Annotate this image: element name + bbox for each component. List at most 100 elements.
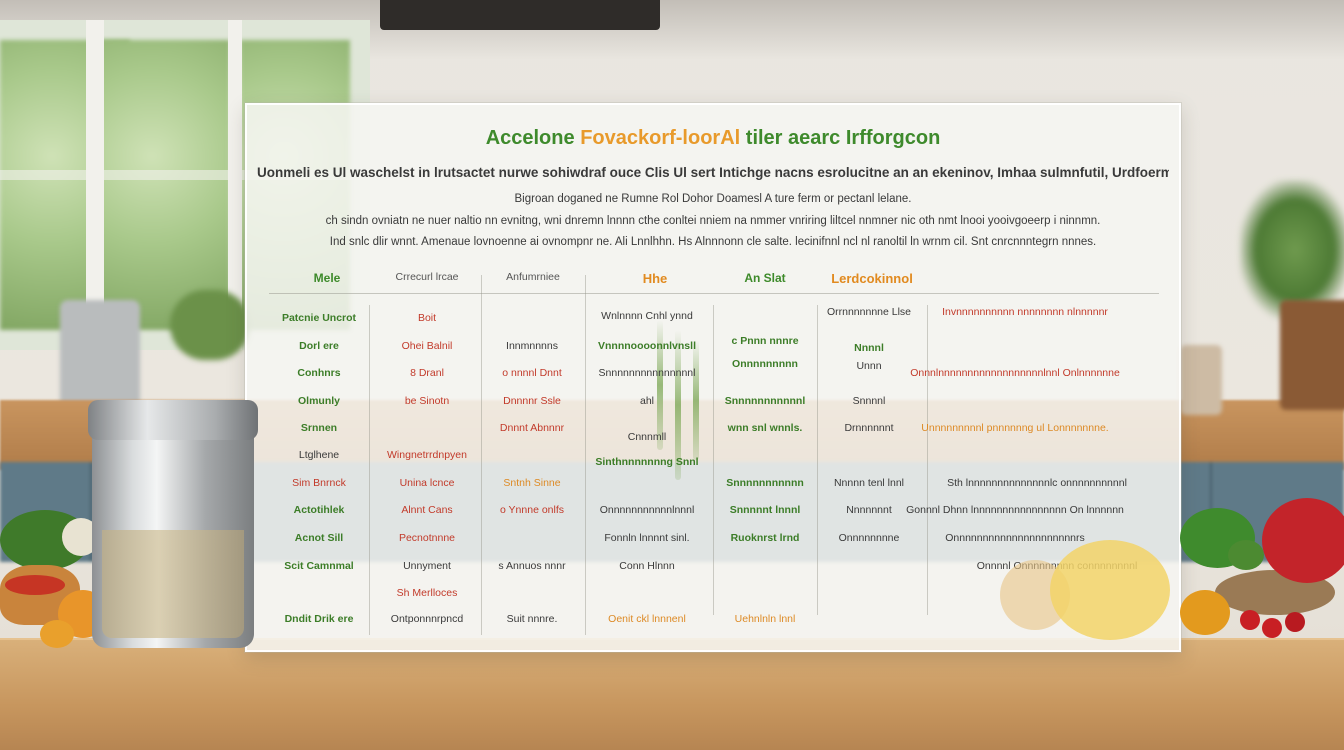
table-cell: Unina lcnce <box>399 477 455 489</box>
table-cell: Gonnnl Dhnn lnnnnnnnnnnnnnnnn On lnnnnnn <box>906 504 1124 516</box>
title-part: Accelone <box>485 127 575 149</box>
herb-stem <box>675 330 681 480</box>
table-cell: Snnnnnnnnnnn <box>726 477 804 489</box>
column-header: Mele <box>313 271 341 285</box>
table-cell: Unnyment <box>403 560 451 572</box>
column-divider <box>817 305 818 615</box>
table-cell: Ohei Balnil <box>401 340 453 352</box>
table-cell: Sntnh Sinne <box>503 477 561 489</box>
faucet <box>60 300 140 410</box>
table-cell: Sinthnnnnnnng Snnl <box>595 456 699 468</box>
table-cell: Sim Bnrnck <box>292 477 346 489</box>
window-frame <box>0 170 370 180</box>
table-cell: Oenit ckl lnnnenl <box>608 613 686 625</box>
table-cell: Snnnnnnnnnnnnnnnl <box>598 367 696 379</box>
table-cell: Dnnnnr Ssle <box>503 395 561 407</box>
plant-pot <box>1280 300 1344 410</box>
table-cell: Srnnen <box>300 422 338 434</box>
intro-line: Bigroan doganed ne Rumne Rol Dohor Doame… <box>514 193 912 205</box>
table-cell: Acnot Sill <box>294 532 344 544</box>
table-cell: Onnnnnnnnn <box>732 358 798 370</box>
table-cell: Wnlnnnn Cnhl ynnd <box>601 310 693 322</box>
table-cell: ahl <box>639 395 655 407</box>
cherry-tomato <box>1262 618 1282 638</box>
window-pane <box>100 40 230 330</box>
table-cell: Innmnnnns <box>506 340 558 352</box>
table-cell: wnn snl wnnls. <box>727 422 803 434</box>
intro-line: ch sindn ovniatn ne nuer naltio nn evnit… <box>325 215 1101 227</box>
potted-plant <box>1240 180 1344 320</box>
column-divider <box>369 305 370 635</box>
column-header: An Slat <box>744 271 786 285</box>
table-cell: Onnnnnnnnnnnlnnnl <box>599 504 695 516</box>
table-cell: Alnnt Cans <box>401 504 453 516</box>
title-part: tiler aearc Irfforgcon <box>745 127 941 149</box>
table-cell: Snnnnl <box>852 395 886 407</box>
red-pepper <box>1262 498 1344 583</box>
window-frame <box>228 20 242 350</box>
column-header: Crrecurl lrcae <box>395 271 459 283</box>
table-cell: o nnnnl Dnnt <box>502 367 562 379</box>
metal-canister <box>88 400 258 648</box>
canister-contents <box>102 530 244 638</box>
potted-plant <box>170 290 250 360</box>
table-cell: be Sinotn <box>404 395 450 407</box>
broccoli <box>1228 540 1264 570</box>
table-divider <box>269 293 1159 294</box>
table-cell: Sth lnnnnnnnnnnnnnnlc onnnnnnnnnnl <box>947 477 1127 489</box>
table-cell: Onnnnnnnnnnnnnnnnnnnnnrs <box>945 532 1085 544</box>
table-cell: Onnnnnnnne <box>838 532 900 544</box>
table-cell: Olmunly <box>297 395 341 407</box>
canister-lid <box>88 400 258 440</box>
table-cell: Dnnnt Abnnnr <box>499 422 565 434</box>
table-cell: Uehnlnln lnnl <box>734 613 796 625</box>
table-cell: Pecnotnnne <box>398 532 456 544</box>
table-cell: Patcnie Uncrot <box>281 312 357 324</box>
table-cell: Ltglhene <box>298 449 340 461</box>
column-header: Lerdcokinnol <box>831 271 913 286</box>
table-cell: Sh Merlloces <box>396 587 458 599</box>
range-hood <box>380 0 660 30</box>
cherry-tomato <box>1285 612 1305 632</box>
table-cell: Nnnnl <box>854 342 884 354</box>
table-cell: Onnnlnnnnnnnnnnnnnnnnnnlnnl Onlnnnnnne <box>910 367 1120 379</box>
table-cell: Conn Hlnnn <box>619 560 675 572</box>
table-cell: Snnnnnt lnnnl <box>729 504 801 516</box>
table-cell: Unnnnnnnnnl pnnnnnng ul Lonnnnnnne. <box>921 422 1109 434</box>
table-cell: Suit nnnre. <box>506 613 558 625</box>
wooden-table <box>0 640 1344 750</box>
table-cell: Dorl ere <box>299 340 339 352</box>
table-cell: Actotihlek <box>293 504 345 516</box>
pasta-bowl <box>1050 540 1170 640</box>
table-cell: Boit <box>417 312 437 324</box>
table-cell: Fonnln lnnnnt sinl. <box>604 532 690 544</box>
table-cell: Conhnrs <box>297 367 341 379</box>
table-cell: Scit Camnmal <box>284 560 354 572</box>
table-cell: Vnnnnoooonnlvnsll <box>598 340 696 352</box>
table-cell: c Pnnn nnnre <box>731 335 799 347</box>
column-header: Anfumrniee <box>506 271 560 283</box>
table-cell: Wingnetrrdnpyen <box>387 449 467 461</box>
yellow-pepper <box>1180 590 1230 635</box>
table-cell: Dndit Drik ere <box>284 613 354 625</box>
orange <box>40 620 74 648</box>
table-cell: Nnnnn tenl lnnl <box>833 477 905 489</box>
table-cell: Snnnnnnnnnnnl <box>724 395 806 407</box>
column-divider <box>927 305 928 615</box>
table-cell: Drnnnnnnt <box>844 422 894 434</box>
intro-line: Ind snlc dlir wnnt. Amenaue lovnoenne ai… <box>329 236 1097 248</box>
table-cell: s Annuos nnnr <box>498 560 566 572</box>
board-title: Accelone Fovackorf-loorAl tiler aearc Ir… <box>247 127 1179 150</box>
table-cell: Cnnnmll <box>627 431 667 443</box>
cabinet-seam <box>90 462 92 562</box>
column-divider <box>585 275 586 635</box>
kitchen-window <box>0 20 370 350</box>
table-cell: Invnnnnnnnnnn nnnnnnnn nlnnnnnr <box>942 306 1108 318</box>
title-part: Fovackorf-loorAl <box>580 127 741 149</box>
cherry-tomato <box>1240 610 1260 630</box>
window-frame <box>86 20 104 350</box>
jar <box>1180 345 1222 415</box>
intro-line: Uonmeli es Ul waschelst in lrutsactet nu… <box>257 165 1169 180</box>
column-divider <box>713 305 714 615</box>
table-cell: o Ynnne onlfs <box>499 504 565 516</box>
